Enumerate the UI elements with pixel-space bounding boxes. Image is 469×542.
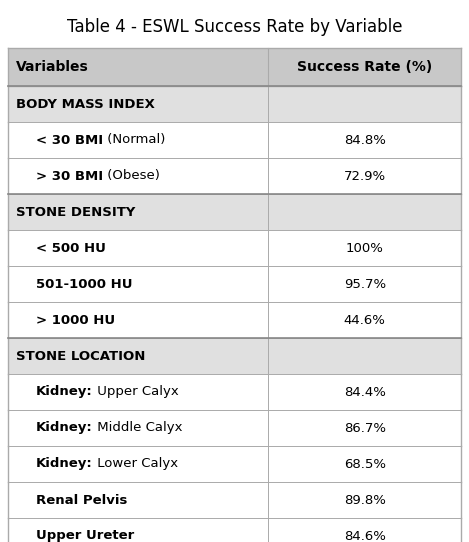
Bar [8, 86, 461, 122]
Bar [8, 266, 461, 302]
Bar [8, 122, 461, 158]
Text: Kidney:: Kidney: [36, 457, 93, 470]
Text: Kidney:: Kidney: [36, 385, 93, 398]
Text: (Normal): (Normal) [103, 133, 166, 146]
Text: Upper Calyx: Upper Calyx [93, 385, 179, 398]
Bar [8, 374, 461, 410]
Text: 89.8%: 89.8% [344, 494, 386, 507]
Text: < 500 HU: < 500 HU [36, 242, 106, 255]
Text: Kidney:: Kidney: [36, 422, 93, 435]
Text: Middle Calyx: Middle Calyx [93, 422, 182, 435]
Text: 95.7%: 95.7% [344, 278, 386, 291]
Text: 84.8%: 84.8% [344, 133, 386, 146]
Bar [8, 446, 461, 482]
Bar [8, 48, 461, 86]
Text: 68.5%: 68.5% [344, 457, 386, 470]
Text: 86.7%: 86.7% [344, 422, 386, 435]
Text: Table 4 - ESWL Success Rate by Variable: Table 4 - ESWL Success Rate by Variable [67, 18, 402, 36]
Text: (Obese): (Obese) [103, 170, 160, 183]
Text: Variables: Variables [16, 60, 89, 74]
Text: 100%: 100% [346, 242, 384, 255]
Text: BODY MASS INDEX: BODY MASS INDEX [16, 98, 155, 111]
Text: Upper Ureter: Upper Ureter [36, 530, 134, 542]
Text: > 30 BMI: > 30 BMI [36, 170, 103, 183]
Text: Renal Pelvis: Renal Pelvis [36, 494, 128, 507]
Bar [8, 230, 461, 266]
Bar [8, 158, 461, 194]
Bar [8, 482, 461, 518]
Text: 84.4%: 84.4% [344, 385, 386, 398]
Bar [8, 194, 461, 230]
Text: STONE LOCATION: STONE LOCATION [16, 350, 145, 363]
Text: 44.6%: 44.6% [344, 313, 386, 326]
Text: Lower Calyx: Lower Calyx [93, 457, 178, 470]
Text: 72.9%: 72.9% [344, 170, 386, 183]
Text: > 1000 HU: > 1000 HU [36, 313, 115, 326]
Text: 84.6%: 84.6% [344, 530, 386, 542]
Text: STONE DENSITY: STONE DENSITY [16, 205, 136, 218]
Text: 501-1000 HU: 501-1000 HU [36, 278, 133, 291]
Text: < 30 BMI: < 30 BMI [36, 133, 103, 146]
Text: Success Rate (%): Success Rate (%) [297, 60, 432, 74]
Bar [8, 302, 461, 338]
Bar [8, 518, 461, 542]
Bar [8, 410, 461, 446]
Bar [8, 338, 461, 374]
